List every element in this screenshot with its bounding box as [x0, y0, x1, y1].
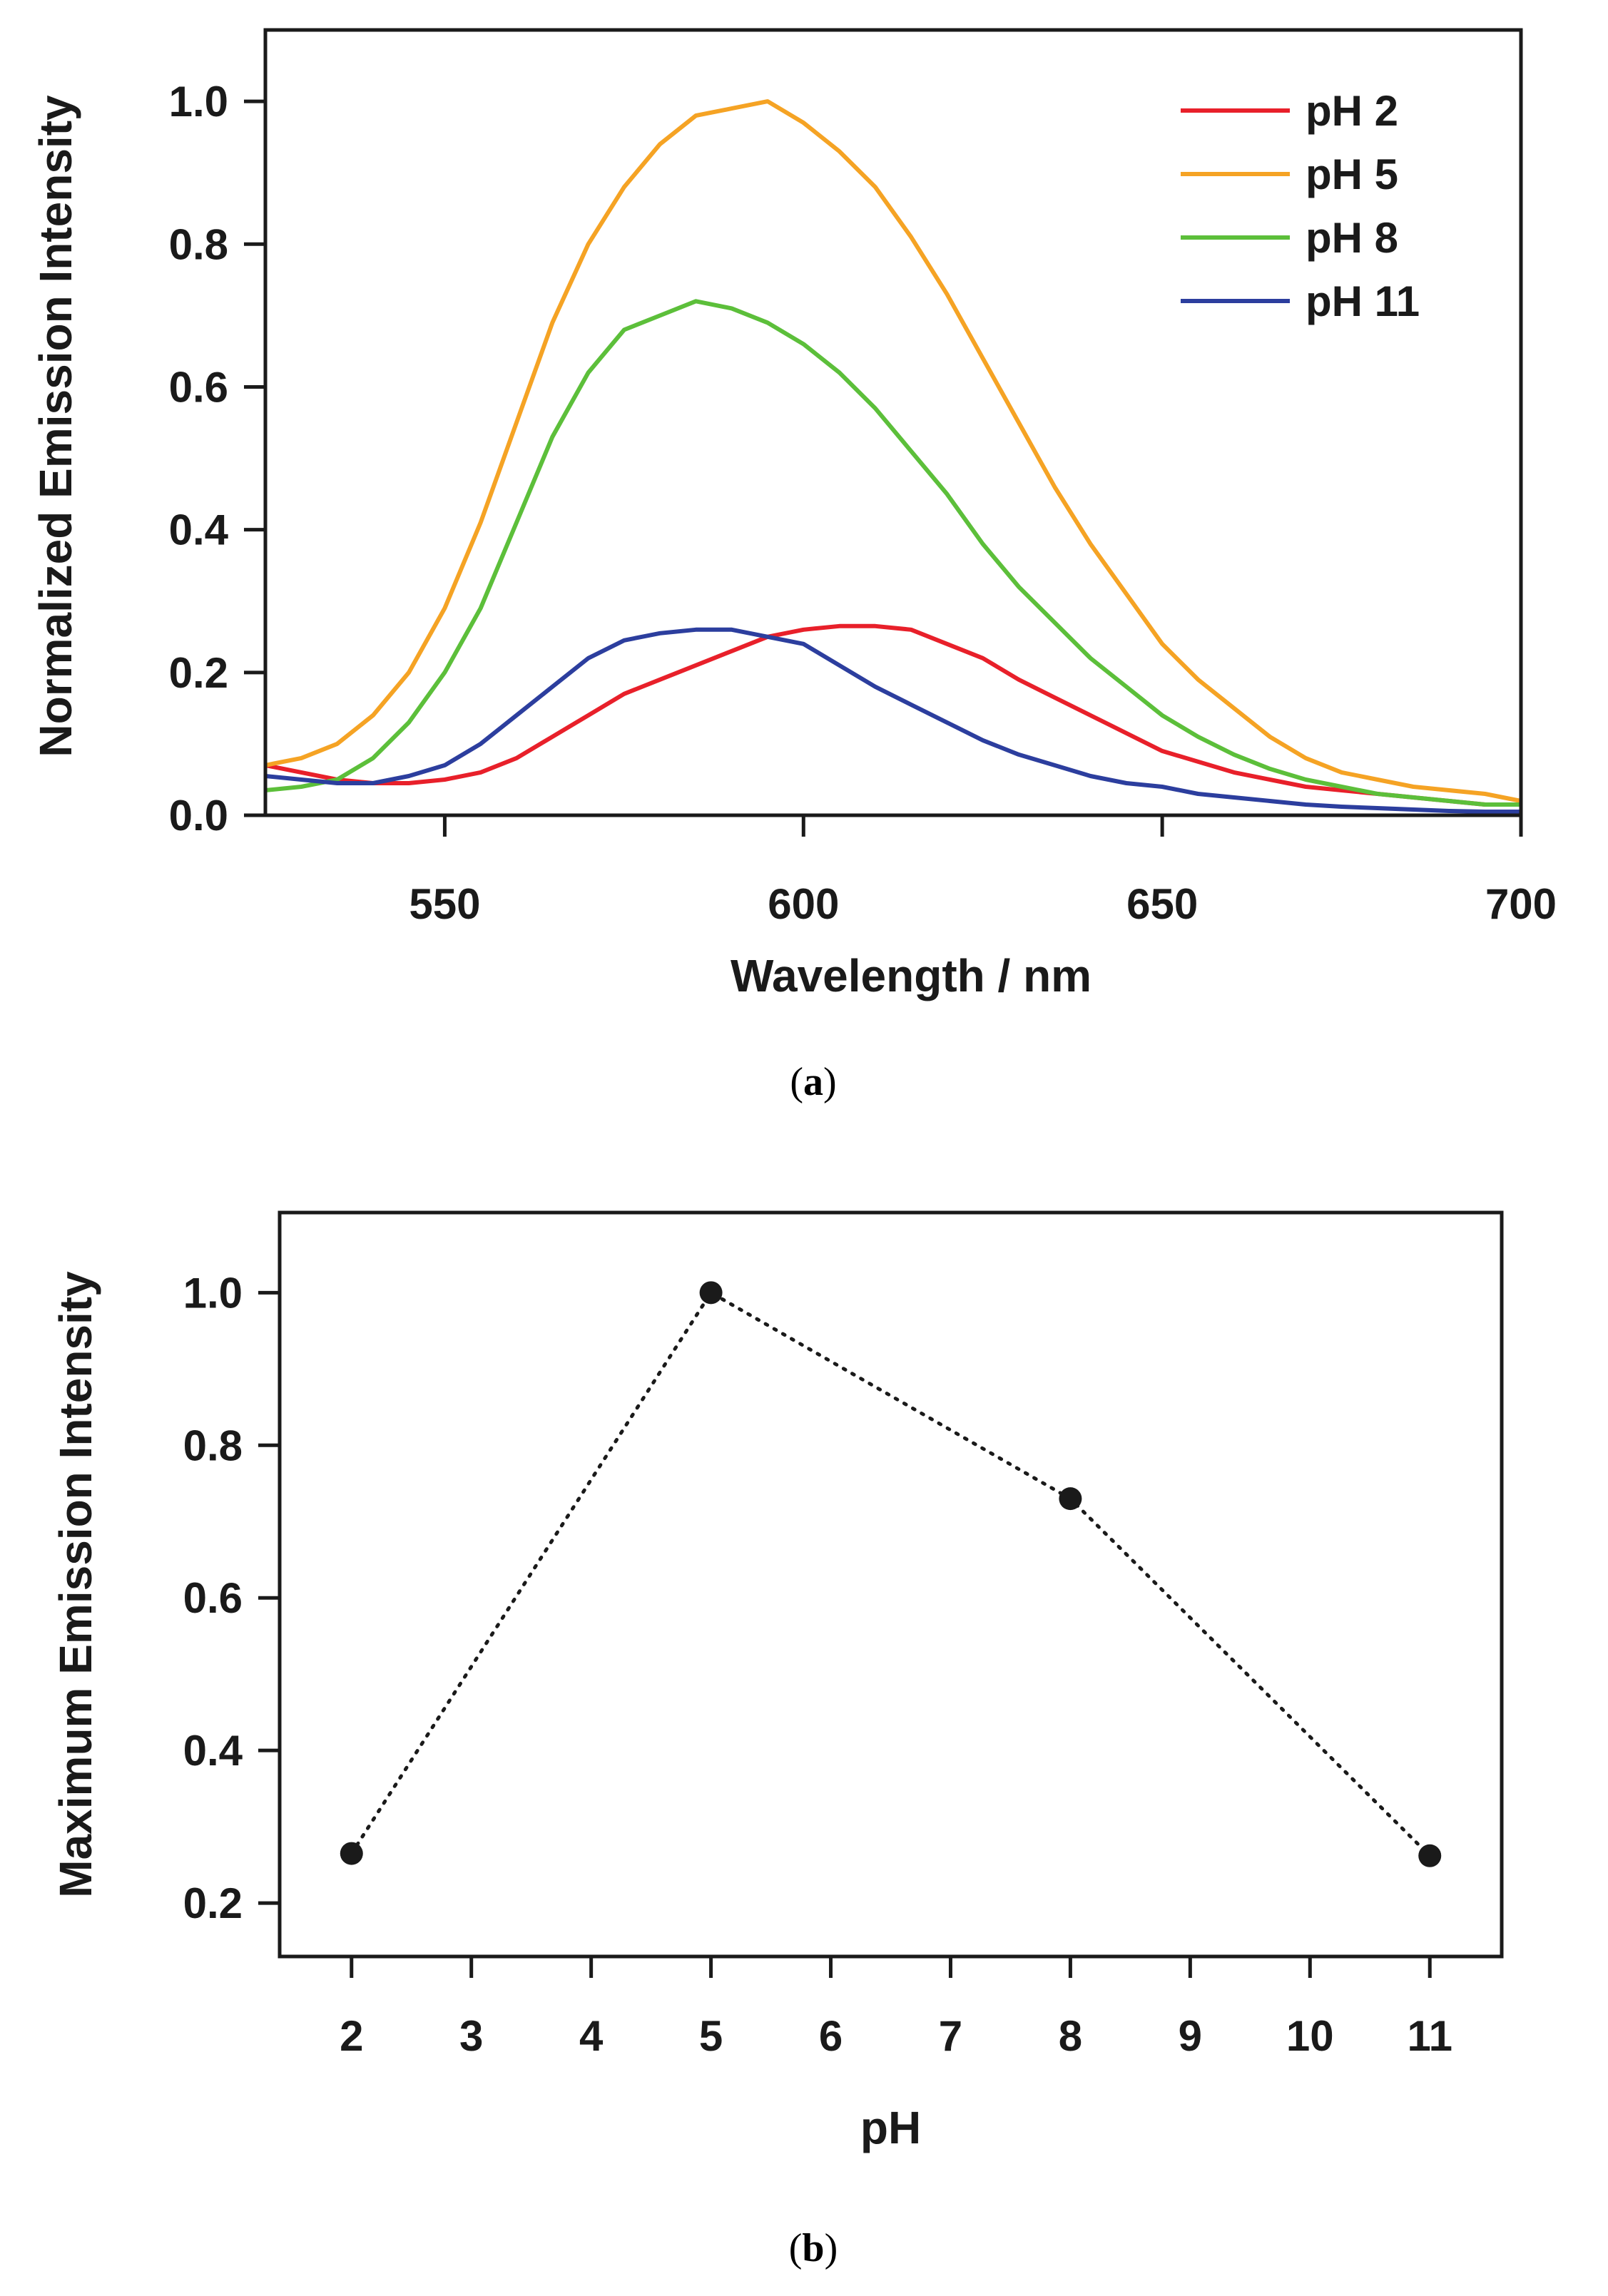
- panel-b-y-tick-label: 0.8: [183, 1422, 243, 1469]
- panel-b-x-tick-label: 9: [1179, 2012, 1202, 2060]
- panel-b-caption-letter: b: [802, 2226, 824, 2270]
- legend-label: pH 8: [1306, 214, 1398, 262]
- panel-a-curves: [265, 99, 1522, 814]
- panel-b-caption-open: (: [789, 2226, 803, 2270]
- panel-b-x-tick-label: 8: [1059, 2012, 1082, 2060]
- panel-b-caption: (b): [789, 2226, 838, 2270]
- legend-label: pH 5: [1306, 150, 1398, 198]
- panel-a-caption-open: (: [790, 1060, 803, 1104]
- panel-a-x-tick-label: 600: [768, 880, 839, 928]
- panel-b-dotted-connector: [350, 1290, 1432, 1858]
- panel-a-emission-spectra: 550 600 650 700 0.0 0.2 0.4 0.6 0.8 1.0 Waveleng…: [30, 28, 1557, 1104]
- panel-b-data-point: [340, 1842, 363, 1865]
- panel-b-x-tick-label: 7: [939, 2012, 962, 2060]
- spectrum-line-ph-5: [265, 99, 1522, 803]
- panel-a-plot-frame: [263, 28, 1523, 817]
- panel-b-data-point: [699, 1281, 723, 1305]
- panel-b-x-tick-label: 6: [819, 2012, 843, 2060]
- spectrum-line-ph-2: [265, 623, 1521, 807]
- panel-a-x-axis: 550 600 650 700: [409, 815, 1557, 928]
- panel-a-caption: (a): [790, 1060, 836, 1104]
- panel-a-y-axis: 0.0 0.2 0.4 0.6 0.8 1.0: [169, 78, 265, 840]
- spectrum-line-ph-8: [265, 299, 1521, 807]
- legend-label: pH 2: [1306, 87, 1398, 135]
- panel-b-plot-frame: [278, 1210, 1504, 1959]
- panel-a-caption-letter: a: [803, 1060, 823, 1104]
- panel-a-x-axis-label: Wavelength / nm: [731, 950, 1091, 1001]
- panel-b-max-intensity: 2 3 4 5 6 7 8 9 10 11 0.2 0.4 0.6 0.8 1.0 pH Maximum …: [50, 1210, 1504, 2270]
- panel-b-data: [340, 1281, 1442, 1867]
- panel-b-x-axis: 2 3 4 5 6 7 8 9 10 11: [340, 1956, 1452, 2060]
- panel-b-y-tick-label: 0.6: [183, 1574, 243, 1622]
- panel-b-x-tick-label: 2: [340, 2012, 363, 2060]
- panel-b-y-tick-label: 0.2: [183, 1879, 243, 1927]
- panel-b-x-tick-label: 4: [579, 2012, 604, 2060]
- panel-b-y-axis: 0.2 0.4 0.6 0.8 1.0: [183, 1269, 280, 1927]
- panel-a-y-tick-label: 0.2: [169, 649, 228, 697]
- panel-b-x-tick-label: 3: [459, 2012, 483, 2060]
- panel-b-y-tick-label: 1.0: [183, 1269, 243, 1317]
- panel-a-y-tick-label: 0.8: [169, 220, 228, 268]
- panel-a-y-axis-label: Normalized Emission Intensity: [30, 95, 81, 757]
- panel-b-data-point: [1418, 1844, 1442, 1867]
- legend-label: pH 11: [1306, 277, 1420, 325]
- panel-b-data-point: [1059, 1487, 1082, 1511]
- panel-a-x-tick-label: 650: [1126, 880, 1198, 928]
- panel-a-y-tick-label: 0.0: [169, 792, 228, 840]
- panel-a-legend: pH 2 pH 5 pH 8 pH 11: [1181, 87, 1420, 325]
- panel-b-x-tick-label: 10: [1286, 2012, 1334, 2060]
- panel-a-caption-close: ): [823, 1060, 837, 1104]
- panel-b-x-tick-label: 5: [699, 2012, 723, 2060]
- panel-a-y-tick-label: 1.0: [169, 78, 228, 126]
- panel-a-y-tick-label: 0.4: [169, 506, 229, 554]
- panel-a-y-tick-label: 0.6: [169, 363, 228, 411]
- panel-b-y-tick-label: 0.4: [183, 1727, 243, 1775]
- panel-b-y-axis-label: Maximum Emission Intensity: [50, 1271, 101, 1898]
- panel-b-x-tick-label: 11: [1408, 2012, 1452, 2060]
- panel-b-caption-close: ): [825, 2226, 838, 2270]
- spectrum-line-ph-11: [265, 627, 1521, 814]
- panel-a-x-tick-label: 550: [409, 880, 480, 928]
- panel-a-x-tick-label: 700: [1485, 880, 1557, 928]
- panel-b-x-axis-label: pH: [860, 2102, 921, 2153]
